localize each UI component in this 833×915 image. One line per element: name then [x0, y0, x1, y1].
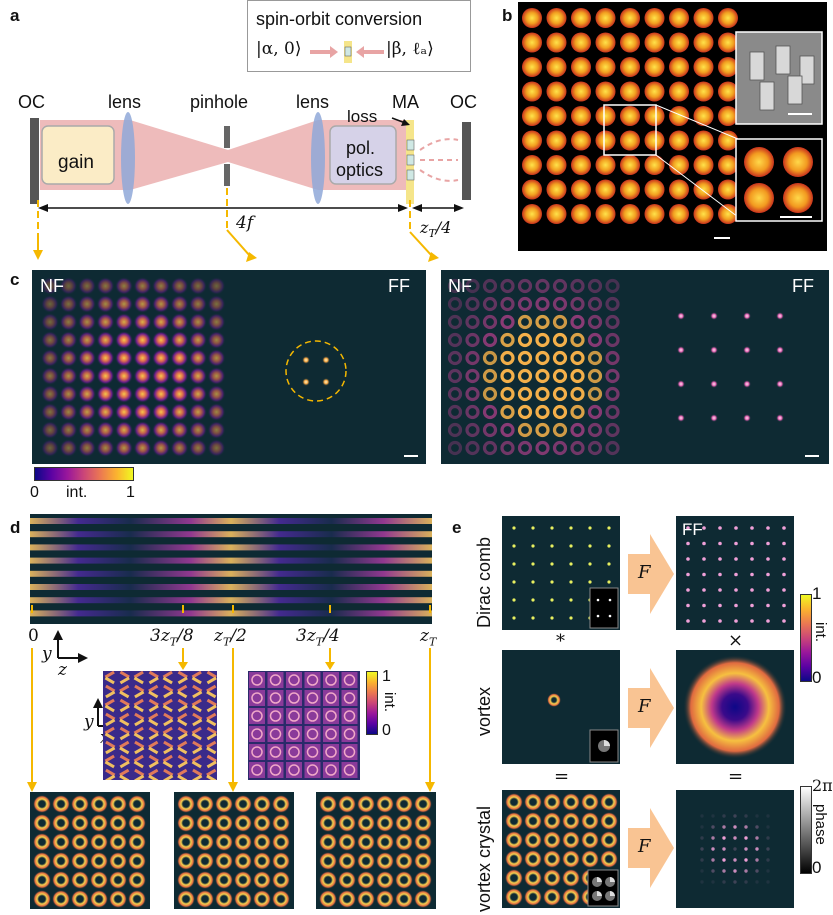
pattern-3zt4 [248, 671, 360, 780]
label-4f: 4f [236, 213, 254, 233]
panel-label-c: c [10, 270, 20, 289]
cbar-c-min: 0 [30, 484, 39, 501]
fourier-symbol-3: F [638, 836, 651, 857]
e-dirac-ff [676, 516, 794, 630]
label-nf-left: NF [40, 276, 64, 296]
row-label-vortex: vortex [474, 686, 494, 736]
row-label-dirac: Dirac comb [474, 536, 494, 628]
spin-orbit-title: spin-orbit conversion [256, 9, 423, 29]
label-lens-1: lens [108, 92, 142, 112]
label-lens-2: lens [296, 92, 330, 112]
lens-2-shape [311, 112, 325, 204]
op-eq-2: = [728, 766, 744, 787]
cbar-d-label: int. [381, 692, 398, 713]
label-gain: gain [58, 152, 94, 173]
panel-label-a: a [10, 6, 20, 25]
label-zt4: zT/4 [420, 218, 452, 241]
label-pol-optics-2: optics [336, 160, 384, 180]
pol-optics-box [329, 125, 397, 185]
cbar-d-min: 0 [382, 722, 391, 739]
fourier-arrow-1 [628, 534, 674, 614]
fourier-arrow-3 [628, 808, 674, 888]
e-crystal-nf [502, 790, 620, 908]
e-vortex-nf [502, 650, 620, 764]
e-dirac-nf [502, 516, 620, 630]
cbar-c-label: int. [66, 484, 88, 501]
panel-label-b: b [502, 6, 513, 25]
colorbar-c [34, 467, 134, 481]
cbar-e-phase-label: phase [812, 804, 829, 845]
op-mult: × [728, 630, 744, 651]
oc-right-mirror [462, 122, 471, 200]
ket-left: |α, 0⟩ [256, 39, 302, 59]
nf-ff-left-panel [32, 270, 426, 464]
label-ff-e: FF [682, 520, 703, 539]
pattern-zt [316, 792, 436, 909]
cbar-e-int-max: 1 [812, 584, 822, 603]
tick-zt: zT [420, 626, 437, 649]
fourier-symbol-1: F [638, 562, 651, 583]
colorbar-e-phase [800, 786, 812, 874]
tick-3zt8: 3zT/8 [150, 626, 194, 649]
tick-0: 0 [28, 626, 39, 646]
cbar-d-max: 1 [382, 668, 391, 685]
label-pol-optics-1: pol. [346, 138, 376, 158]
panel-label-e: e [452, 518, 462, 537]
ket-right: |β, ℓₐ⟩ [386, 39, 434, 59]
cbar-e-int-min: 0 [812, 668, 822, 687]
talbot-carpet [30, 514, 432, 624]
op-conv: * [556, 631, 565, 652]
nf-ff-right-panel [441, 270, 829, 464]
cbar-e-phase-min: 0 [812, 858, 822, 877]
pillar-array [522, 8, 823, 239]
colorbar-e-int [800, 594, 812, 682]
e-vortex-ff [676, 650, 794, 764]
label-nf-right: NF [448, 276, 472, 296]
label-loss: loss [347, 107, 378, 126]
pinhole-top [224, 126, 230, 148]
sem-image-panel [518, 2, 827, 251]
pinhole-bottom [224, 164, 230, 186]
gain-box [41, 125, 115, 185]
cbar-e-phase-max: 2π [812, 776, 833, 795]
tick-3zt4: 3zT/4 [296, 626, 340, 649]
e-crystal-ff [676, 790, 794, 908]
spin-orbit-box: spin-orbit conversion |α, 0⟩ |β, ℓₐ⟩ [247, 0, 471, 72]
panel-label-d: d [10, 518, 21, 537]
pattern-zt2 [174, 792, 294, 909]
label-ff-left: FF [388, 276, 410, 296]
lens-1-shape [121, 112, 135, 204]
spin-orbit-mini-diagram [310, 41, 384, 63]
axis-z: z [58, 660, 67, 680]
cbar-c-max: 1 [126, 484, 135, 501]
colorbar-d [366, 671, 378, 735]
label-pinhole: pinhole [190, 92, 249, 112]
tick-zt2: zT/2 [214, 626, 247, 649]
label-oc-right: OC [450, 92, 477, 112]
laser-cavity-diagram [30, 112, 471, 262]
fourier-arrow-2 [628, 668, 674, 748]
oc-left-mirror [30, 118, 39, 204]
label-ma: MA [392, 92, 419, 112]
row-label-vortex-crystal: vortex crystal [474, 805, 494, 912]
axis-y-2: y [84, 712, 94, 732]
pattern-0 [30, 792, 150, 909]
label-oc-left: OC [18, 92, 45, 112]
label-ff-right: FF [792, 276, 814, 296]
fourier-symbol-2: F [638, 696, 651, 717]
axis-y-1: y [42, 644, 52, 664]
talbot-guides [27, 600, 435, 792]
cbar-e-int-label: int. [812, 622, 829, 643]
op-eq-1: = [554, 766, 570, 787]
pattern-3zt8 [103, 670, 217, 783]
